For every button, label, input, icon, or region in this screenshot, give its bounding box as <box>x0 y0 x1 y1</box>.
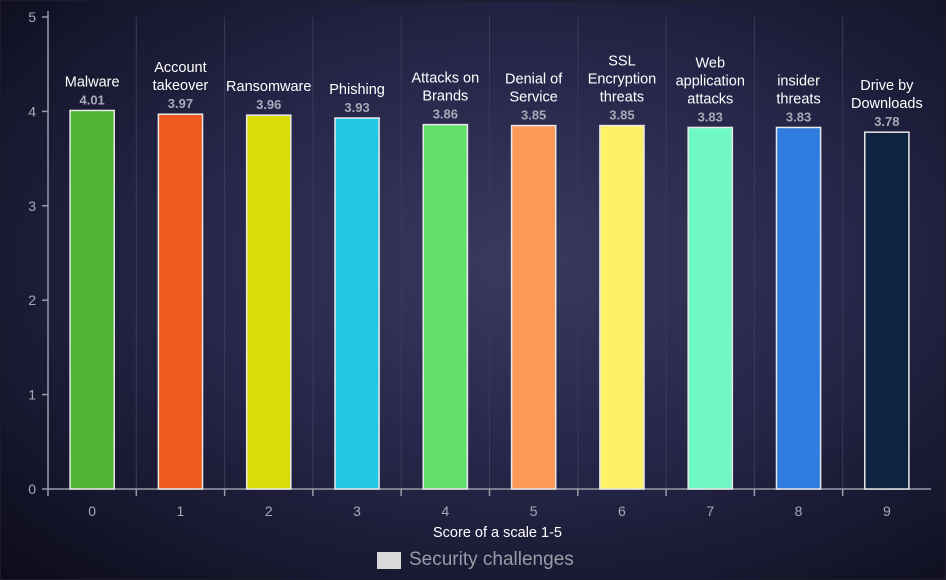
bar <box>157 113 204 490</box>
bar-name-label: application <box>676 73 745 89</box>
bar-name-label: Service <box>509 90 557 106</box>
bar-name-label: Ransomware <box>226 79 311 95</box>
bar <box>422 123 469 490</box>
bar-name-label: Drive by <box>860 78 914 94</box>
x-tick-label: 1 <box>177 503 185 519</box>
x-tick-label: 6 <box>618 503 626 519</box>
bar <box>245 114 292 490</box>
legend: Security challenges <box>377 549 574 571</box>
bar <box>687 126 734 490</box>
x-axis-title: Score of a scale 1-5 <box>433 525 562 541</box>
data-label: 3.85 <box>521 108 546 123</box>
bar-name-label: Account <box>154 60 206 76</box>
legend-swatch <box>377 551 401 569</box>
bar-name-label: Attacks on <box>411 71 479 87</box>
data-label: 3.83 <box>698 109 723 124</box>
x-tick-label: 4 <box>441 503 449 519</box>
x-tick-label: 3 <box>353 503 361 519</box>
data-label: 3.86 <box>433 107 458 122</box>
bar <box>510 124 557 490</box>
y-tick-label: 2 <box>28 292 36 308</box>
y-tick-label: 1 <box>28 387 36 403</box>
x-tick-label: 5 <box>530 503 538 519</box>
data-label: 3.78 <box>874 114 899 129</box>
bar-name-label: takeover <box>153 78 209 94</box>
y-tick-label: 4 <box>28 103 36 119</box>
bar-name-label: Encryption <box>588 72 657 88</box>
bar <box>599 124 645 490</box>
data-label: 3.96 <box>256 97 281 112</box>
bar <box>864 131 910 490</box>
y-tick-label: 3 <box>28 198 36 214</box>
legend-label: Security challenges <box>409 549 574 570</box>
data-label: 3.83 <box>786 109 811 124</box>
bar-name-label: threats <box>600 90 644 106</box>
bar-name-label: threats <box>776 91 820 107</box>
bar-name-label: Phishing <box>329 82 385 98</box>
bar-name-label: Denial of <box>505 72 563 88</box>
bar <box>69 109 115 490</box>
bar-name-label: attacks <box>687 91 733 107</box>
bar-name-label: Malware <box>65 74 120 90</box>
data-label: 4.01 <box>79 92 104 107</box>
bar <box>775 126 822 490</box>
x-tick-label: 2 <box>265 503 273 519</box>
bar-name-label: Web <box>695 55 725 71</box>
data-label: 3.85 <box>609 108 634 123</box>
data-label: 3.97 <box>168 96 193 111</box>
y-tick-label: 5 <box>28 9 36 25</box>
x-tick-label: 9 <box>883 503 891 519</box>
x-tick-label: 8 <box>795 503 803 519</box>
x-tick-label: 7 <box>706 503 714 519</box>
bar-name-label: insider <box>777 73 820 89</box>
bar-name-label: SSL <box>608 54 635 70</box>
bar-name-label: Brands <box>422 89 468 105</box>
y-tick-label: 0 <box>28 481 36 497</box>
bar-name-label: Downloads <box>851 96 923 112</box>
x-tick-label: 0 <box>88 503 96 519</box>
data-label: 3.93 <box>344 100 369 115</box>
bar <box>334 117 380 490</box>
